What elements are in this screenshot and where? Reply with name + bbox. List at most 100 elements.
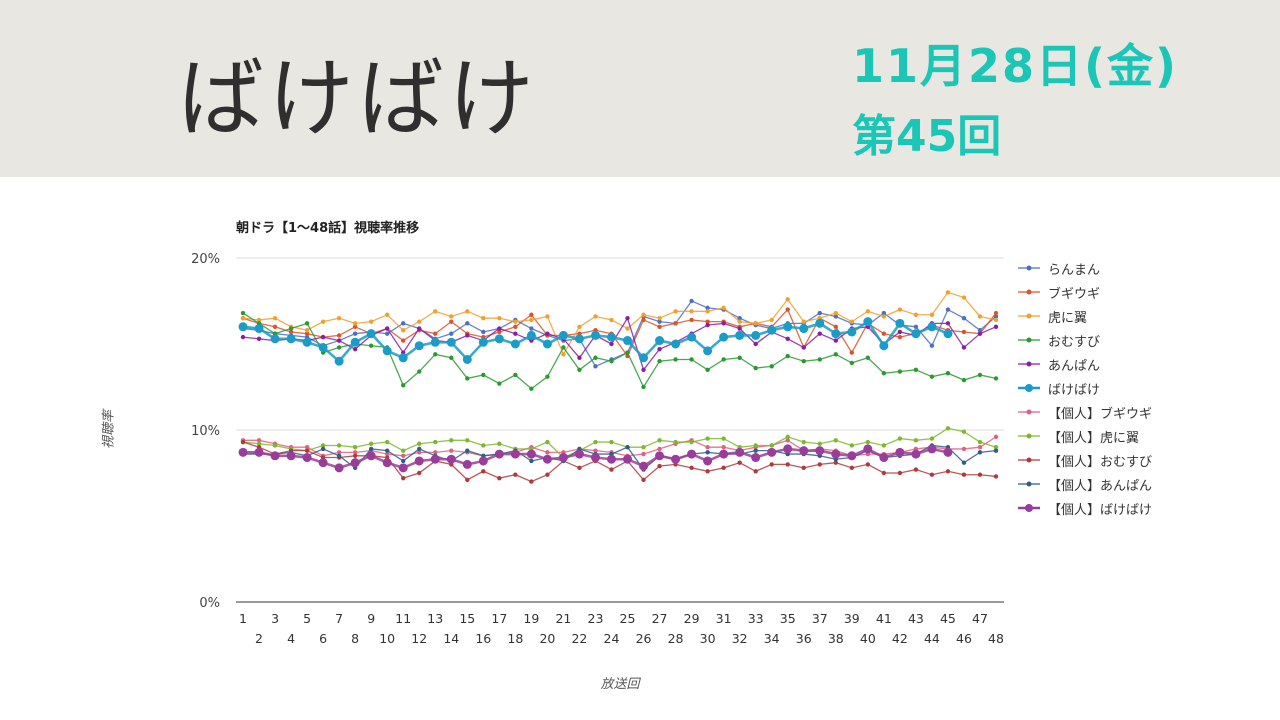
data-point (577, 324, 582, 329)
data-point (863, 317, 873, 327)
data-point (465, 333, 470, 338)
data-point (833, 310, 838, 316)
data-point (865, 439, 871, 445)
legend-item[interactable]: あんぱん (1018, 352, 1152, 376)
data-point (430, 337, 440, 347)
data-point (753, 365, 758, 371)
x-tick-label: 43 (908, 611, 924, 626)
data-point (336, 338, 342, 343)
data-point (368, 319, 374, 324)
data-point (320, 319, 326, 324)
data-point (721, 436, 726, 441)
data-point (801, 359, 806, 364)
data-point (304, 321, 310, 326)
x-tick-label: 5 (303, 611, 311, 626)
data-point (240, 334, 246, 340)
data-point (350, 337, 360, 347)
data-point (574, 449, 584, 459)
broadcast-date: 11月28日(金) (852, 39, 1179, 93)
data-point (767, 325, 777, 335)
data-point (558, 453, 568, 463)
data-point (336, 316, 342, 321)
data-point (657, 324, 662, 329)
legend-item[interactable]: 虎に翼 (1018, 304, 1152, 328)
data-point (817, 310, 822, 316)
data-point (433, 352, 438, 357)
episode-number: 第45回 (852, 111, 1002, 162)
data-point (993, 324, 999, 329)
data-point (593, 448, 598, 453)
data-point (865, 462, 871, 467)
data-point (879, 341, 889, 351)
data-point (753, 443, 758, 448)
data-point (542, 339, 552, 349)
data-point (897, 307, 903, 312)
data-point (625, 316, 630, 321)
data-point (719, 449, 729, 459)
legend-item[interactable]: 【個人】おむすび (1018, 448, 1152, 472)
data-point (687, 332, 697, 342)
data-point (254, 324, 264, 334)
data-point (849, 465, 855, 471)
data-point (945, 469, 951, 474)
x-tick-label: 38 (828, 631, 844, 646)
data-point (481, 372, 486, 378)
data-point (801, 439, 806, 445)
data-point (641, 312, 646, 317)
data-point (879, 453, 889, 463)
data-point (737, 319, 742, 324)
data-point (785, 336, 790, 342)
data-point (336, 333, 342, 338)
data-point (673, 321, 678, 326)
data-point (625, 326, 630, 331)
x-tick-label: 37 (812, 611, 828, 626)
data-point (671, 339, 681, 349)
data-point (977, 445, 983, 450)
x-tick-label: 28 (668, 631, 684, 646)
data-point (831, 449, 841, 459)
legend-item[interactable]: おむすび (1018, 328, 1152, 352)
data-point (689, 357, 694, 362)
data-point (577, 367, 582, 372)
legend-item[interactable]: 【個人】虎に翼 (1018, 424, 1152, 448)
data-point (705, 319, 710, 324)
data-point (433, 331, 438, 336)
data-point (945, 321, 951, 326)
data-point (929, 472, 935, 477)
data-point (320, 334, 326, 340)
data-point (961, 316, 967, 321)
data-point (689, 439, 694, 445)
data-point (494, 334, 504, 344)
data-point (785, 297, 790, 302)
data-point (304, 328, 310, 333)
x-tick-label: 6 (319, 631, 327, 646)
data-point (961, 329, 967, 335)
data-point (558, 330, 568, 340)
x-tick-label: 17 (491, 611, 507, 626)
data-point (526, 449, 536, 459)
x-tick-label: 21 (555, 611, 571, 626)
data-point (272, 316, 278, 321)
y-tick-label: 0% (199, 596, 220, 611)
legend-item[interactable]: 【個人】ばけばけ (1018, 496, 1152, 520)
x-tick-label: 1 (239, 611, 247, 626)
legend-item[interactable]: ばけばけ (1018, 376, 1152, 400)
data-point (961, 446, 967, 452)
legend-label: らんまん (1048, 262, 1101, 278)
data-point (574, 334, 584, 344)
data-point (465, 309, 470, 314)
data-point (785, 462, 790, 467)
data-point (270, 334, 280, 344)
legend-item[interactable]: らんまん (1018, 256, 1152, 280)
data-point (609, 341, 614, 347)
legend-item[interactable]: 【個人】あんぱん (1018, 472, 1152, 496)
data-point (288, 326, 294, 331)
legend-item[interactable]: ブギウギ (1018, 280, 1152, 304)
data-point (673, 439, 678, 445)
data-point (254, 447, 264, 457)
data-point (465, 438, 470, 443)
data-point (302, 337, 312, 347)
data-point (401, 383, 406, 388)
data-point (769, 317, 774, 323)
legend-item[interactable]: 【個人】ブギウギ (1018, 400, 1152, 424)
